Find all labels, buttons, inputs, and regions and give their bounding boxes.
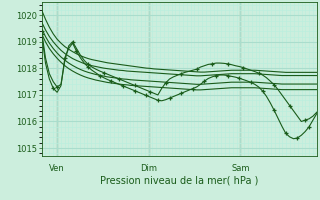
X-axis label: Pression niveau de la mer( hPa ): Pression niveau de la mer( hPa ) (100, 175, 258, 185)
